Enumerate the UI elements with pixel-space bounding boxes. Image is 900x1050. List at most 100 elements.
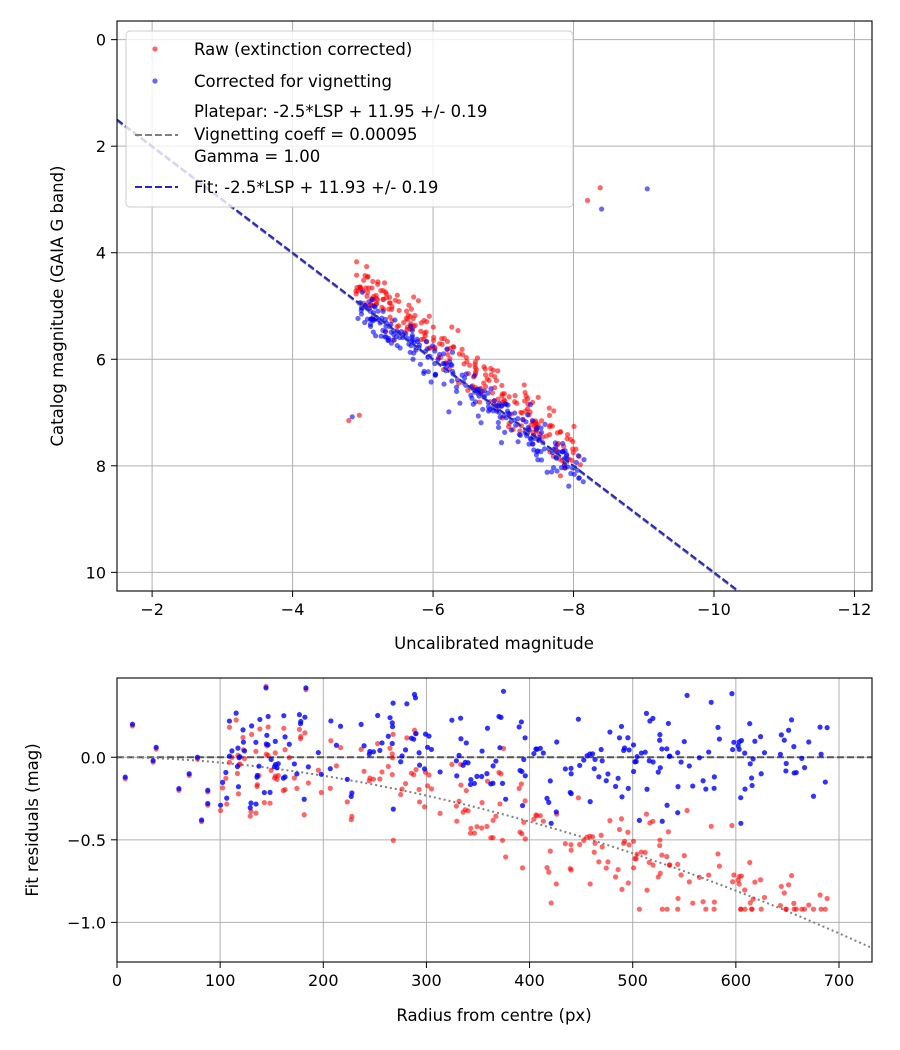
corrected-residual-point xyxy=(465,760,471,766)
raw-residual-point xyxy=(479,800,485,806)
corrected-point xyxy=(388,340,395,346)
raw-residual-point xyxy=(647,820,653,826)
raw-point xyxy=(396,307,402,314)
corrected-point xyxy=(410,356,416,362)
raw-residual-point xyxy=(220,785,226,791)
raw-residual-point xyxy=(241,756,248,762)
corrected-residual-point xyxy=(738,795,744,801)
raw-residual-point xyxy=(460,809,466,815)
corrected-residual-point xyxy=(399,753,405,759)
corrected-residual-point xyxy=(568,765,574,771)
corrected-point xyxy=(485,404,492,410)
raw-residual-point xyxy=(748,906,755,912)
raw-point xyxy=(570,446,576,452)
corrected-point xyxy=(495,424,502,431)
raw-residual-point xyxy=(537,813,543,819)
corrected-point xyxy=(408,323,414,329)
corrected-point xyxy=(538,429,545,436)
corrected-residual-point xyxy=(659,818,665,824)
raw-residual-point xyxy=(729,822,735,829)
corrected-residual-point xyxy=(194,754,201,760)
raw-point xyxy=(415,298,422,304)
vignetting-curve xyxy=(117,756,871,949)
corrected-residual-point xyxy=(747,721,753,727)
corrected-residual-point xyxy=(736,739,742,745)
raw-residual-point xyxy=(605,859,611,865)
raw-point xyxy=(366,285,372,291)
corrected-point xyxy=(491,398,497,404)
raw-point xyxy=(481,364,487,370)
corrected-point xyxy=(535,457,541,463)
corrected-residual-point xyxy=(198,817,205,823)
corrected-residual-point xyxy=(268,756,274,763)
raw-point xyxy=(430,337,437,344)
calibration-points xyxy=(346,185,650,489)
corrected-residual-point xyxy=(390,806,396,812)
corrected-point xyxy=(644,186,650,192)
corrected-point xyxy=(525,412,531,418)
corrected-residual-point xyxy=(349,790,355,796)
corrected-point xyxy=(370,329,376,335)
raw-point xyxy=(506,394,512,400)
raw-residual-point xyxy=(730,879,736,885)
corrected-residual-point xyxy=(453,758,459,764)
corrected-residual-point xyxy=(327,766,333,772)
calibration-lines xyxy=(117,118,741,591)
corrected-residual-point xyxy=(240,739,247,745)
corrected-residual-point xyxy=(463,740,469,746)
raw-point xyxy=(358,285,364,291)
corrected-point xyxy=(355,315,361,322)
corrected-residual-point xyxy=(750,756,756,762)
raw-residual-point xyxy=(675,906,681,912)
raw-residual-point xyxy=(453,803,459,809)
corrected-residual-point xyxy=(605,771,611,777)
raw-residual-point xyxy=(711,906,717,912)
raw-residual-point xyxy=(474,824,480,830)
corrected-residual-point xyxy=(630,768,637,775)
raw-residual-point xyxy=(315,767,321,773)
raw-residual-point xyxy=(646,859,652,866)
corrected-residual-point xyxy=(467,781,474,788)
raw-residual-point xyxy=(690,900,696,906)
raw-residual-point xyxy=(778,883,784,890)
corrected-point xyxy=(581,457,587,463)
raw-residual-point xyxy=(806,902,812,908)
raw-residual-point xyxy=(818,906,824,912)
corrected-residual-point xyxy=(729,691,735,697)
raw-residual-point xyxy=(822,906,828,912)
corrected-residual-point xyxy=(562,766,568,772)
corrected-residual-point xyxy=(581,757,587,763)
raw-point xyxy=(394,324,400,330)
corrected-residual-point xyxy=(616,735,623,741)
raw-residual-point xyxy=(657,837,663,843)
corrected-point xyxy=(380,308,386,314)
corrected-residual-point xyxy=(385,733,391,739)
corrected-residual-point xyxy=(664,746,670,752)
corrected-residual-point xyxy=(678,759,684,765)
corrected-point xyxy=(349,414,355,420)
corrected-point xyxy=(392,317,398,323)
raw-residual-point xyxy=(607,818,613,824)
residuals-x-ticks: 0 100 200 300 400 500 600 700 xyxy=(112,962,854,990)
residuals-plot: 0 100 200 300 400 500 600 700 0.0 −0.5 −1.0 Radiu… xyxy=(23,677,873,1025)
corrected-point xyxy=(446,409,452,415)
corrected-residual-point xyxy=(286,741,292,747)
legend-fit-label: Fit: -2.5*LSP + 11.93 +/- 0.19 xyxy=(194,178,438,197)
corrected-residual-point xyxy=(122,774,128,780)
corrected-residual-point xyxy=(659,746,665,752)
corrected-residual-point xyxy=(519,768,525,775)
raw-residual-point xyxy=(282,747,288,753)
corrected-residual-point xyxy=(615,775,621,781)
corrected-residual-point xyxy=(518,719,524,725)
calibration-y-tick-label: 0 xyxy=(96,31,106,50)
corrected-residual-point xyxy=(690,783,696,789)
corrected-residual-point xyxy=(625,735,631,741)
corrected-residual-point xyxy=(460,762,466,768)
corrected-point xyxy=(423,338,429,345)
raw-point xyxy=(426,313,432,319)
raw-residual-point xyxy=(456,798,462,804)
corrected-point xyxy=(449,368,456,375)
corrected-residual-point xyxy=(274,765,280,771)
corrected-residual-point xyxy=(253,801,259,807)
corrected-residual-point xyxy=(390,700,396,706)
